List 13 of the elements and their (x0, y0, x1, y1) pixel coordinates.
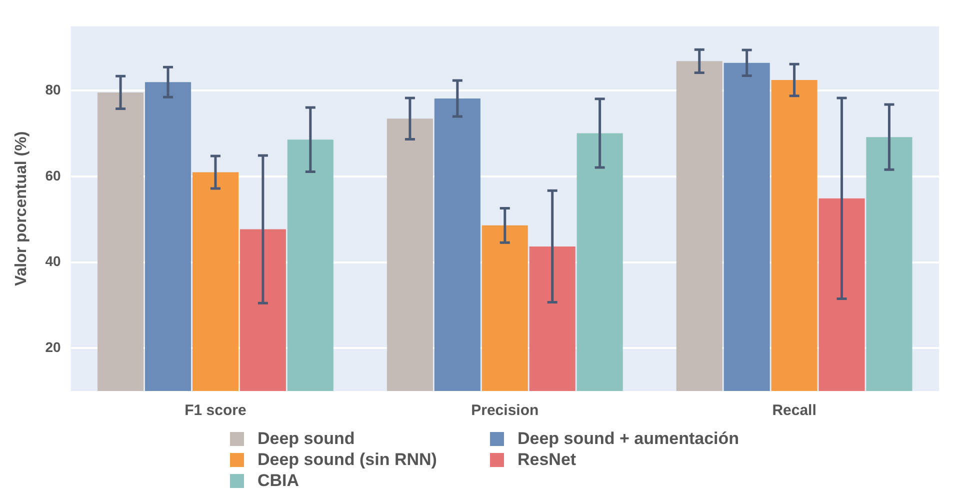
legend-label: Deep sound (258, 429, 355, 449)
x-tick-label: F1 score (184, 402, 246, 420)
y-tick-label: 60 (45, 167, 61, 184)
y-axis-title: Valor porcentual (%) (13, 131, 30, 286)
x-tick-label: Recall (772, 402, 816, 420)
legend-label: Deep sound (sin RNN) (258, 450, 437, 470)
x-tick-label: Precision (471, 402, 539, 420)
y-tick-label: 80 (45, 82, 61, 98)
legend-label: CBIA (258, 471, 300, 491)
y-tick-label: 40 (45, 253, 61, 270)
legend-label: ResNet (518, 450, 576, 470)
y-tick-label: 20 (45, 338, 61, 355)
legend-label: Deep sound + aumentación (518, 429, 740, 449)
